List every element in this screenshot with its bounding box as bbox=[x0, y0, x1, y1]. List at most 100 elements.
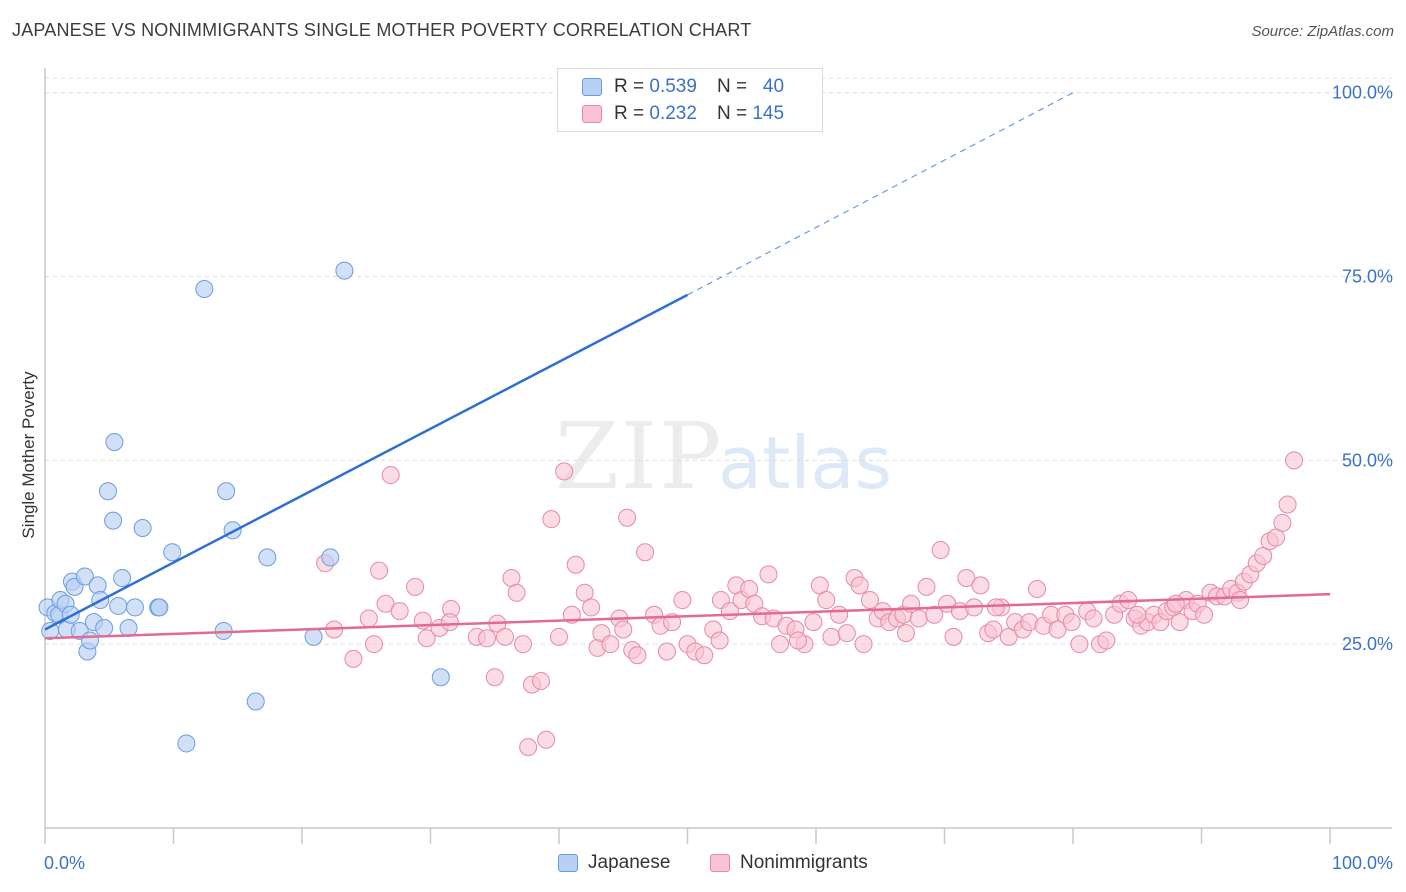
nonimmigrants-point bbox=[759, 565, 778, 584]
japanese-point bbox=[258, 548, 277, 567]
axes bbox=[44, 68, 1392, 844]
nonimmigrants-point bbox=[830, 605, 849, 624]
legend-r-value: 0.232 bbox=[649, 103, 697, 124]
nonimmigrants-point bbox=[925, 605, 944, 624]
nonimmigrants-point bbox=[944, 627, 963, 646]
japanese-swatch bbox=[558, 854, 578, 872]
japanese-point bbox=[75, 567, 94, 586]
nonimmigrants-point bbox=[618, 508, 637, 527]
bottom-legend-japanese-label: Japanese bbox=[588, 852, 671, 873]
japanese-point bbox=[335, 261, 354, 280]
japanese-point bbox=[125, 598, 144, 617]
nonimmigrants-point bbox=[854, 635, 873, 654]
nonimmigrants-point bbox=[496, 627, 515, 646]
y-axis-label: Single Mother Poverty bbox=[19, 371, 38, 539]
japanese-points bbox=[38, 261, 450, 753]
legend-row-japanese: R = 0.539 N = 40 bbox=[582, 75, 784, 99]
nonimmigrants-point bbox=[381, 466, 400, 485]
nonimmigrants-point bbox=[1278, 495, 1297, 514]
japanese-point bbox=[217, 482, 236, 501]
bottom-legend-nonimmigrants-label: Nonimmigrants bbox=[740, 852, 868, 873]
nonimmigrants-point bbox=[1097, 631, 1116, 650]
y-tick-label: 50.0% bbox=[1342, 450, 1393, 470]
nonimmigrants-point bbox=[822, 627, 841, 646]
nonimmigrants-trend-line bbox=[44, 592, 1331, 640]
nonimmigrants-point bbox=[542, 510, 561, 529]
nonimmigrants-point bbox=[931, 541, 950, 560]
nonimmigrants-point bbox=[917, 577, 936, 596]
nonimmigrants-point bbox=[1273, 513, 1292, 532]
nonimmigrants-point bbox=[555, 462, 574, 481]
nonimmigrants-point bbox=[532, 671, 551, 690]
bottom-legend-japanese: Japanese bbox=[558, 852, 670, 874]
nonimmigrants-point bbox=[1231, 591, 1250, 610]
y-tick-label: 75.0% bbox=[1342, 267, 1393, 287]
grid-lines bbox=[45, 77, 1392, 645]
nonimmigrants-point bbox=[1070, 635, 1089, 654]
nonimmigrants-point bbox=[507, 583, 526, 602]
nonimmigrants-point bbox=[344, 649, 363, 668]
japanese-point bbox=[177, 734, 196, 753]
legend-n-value: 145 bbox=[752, 103, 785, 124]
nonimmigrants-points bbox=[316, 451, 1304, 757]
japanese-point bbox=[150, 598, 169, 617]
nonimmigrants-point bbox=[804, 613, 823, 632]
nonimmigrants-point bbox=[601, 635, 620, 654]
nonimmigrants-point bbox=[1170, 613, 1189, 632]
y-tick-label: 25.0% bbox=[1342, 634, 1393, 654]
nonimmigrants-point bbox=[657, 642, 676, 661]
chart-title: JAPANESE VS NONIMMIGRANTS SINGLE MOTHER … bbox=[12, 20, 752, 40]
nonimmigrants-point bbox=[514, 635, 533, 654]
nonimmigrants-point bbox=[628, 646, 647, 665]
japanese-point bbox=[98, 482, 117, 501]
nonimmigrants-point bbox=[376, 594, 395, 613]
japanese-point bbox=[431, 668, 450, 687]
nonimmigrants-point bbox=[1084, 609, 1103, 628]
japanese-swatch bbox=[582, 78, 602, 96]
nonimmigrants-point bbox=[1048, 620, 1067, 639]
nonimmigrants-point bbox=[390, 602, 409, 621]
japanese-point bbox=[113, 569, 132, 587]
japanese-point bbox=[104, 511, 123, 530]
nonimmigrants-point bbox=[636, 543, 655, 562]
nonimmigrants-point bbox=[582, 598, 601, 617]
nonimmigrants-point bbox=[789, 631, 808, 650]
japanese-point bbox=[119, 619, 138, 637]
bottom-legend-nonimmigrants: Nonimmigrants bbox=[710, 852, 868, 874]
nonimmigrants-point bbox=[710, 631, 729, 650]
nonimmigrants-point bbox=[1285, 451, 1304, 470]
trend-lines bbox=[44, 92, 1331, 640]
y-tick-label: 100.0% bbox=[1332, 83, 1393, 103]
japanese-point bbox=[246, 692, 265, 711]
legend-row-nonimmigrants: R = 0.232 N = 145 bbox=[582, 102, 784, 126]
nonimmigrants-point bbox=[860, 591, 879, 610]
nonimmigrants-point bbox=[550, 627, 568, 646]
nonimmigrants-swatch bbox=[582, 105, 602, 123]
japanese-point bbox=[88, 576, 107, 595]
japanese-point bbox=[109, 596, 128, 615]
nonimmigrants-point bbox=[370, 561, 389, 580]
nonimmigrants-point bbox=[771, 635, 790, 654]
legend-r-label: R = bbox=[614, 103, 645, 124]
nonimmigrants-point bbox=[359, 609, 378, 628]
nonimmigrants-point bbox=[1062, 613, 1081, 632]
legend-r-label: R = bbox=[614, 76, 645, 97]
nonimmigrants-point bbox=[1166, 594, 1185, 613]
legend-n-label: N = bbox=[716, 103, 748, 124]
nonimmigrants-point bbox=[1128, 605, 1147, 624]
nonimmigrants-point bbox=[519, 738, 538, 757]
nonimmigrants-point bbox=[1195, 605, 1214, 624]
nonimmigrants-point bbox=[837, 624, 856, 643]
nonimmigrants-point bbox=[695, 646, 714, 665]
nonimmigrants-point bbox=[485, 668, 504, 687]
japanese-point bbox=[195, 280, 214, 299]
x-tick-label: 100.0% bbox=[1332, 853, 1393, 873]
nonimmigrants-point bbox=[440, 613, 459, 632]
japanese-point bbox=[163, 543, 182, 562]
japanese-trend-line bbox=[44, 293, 689, 631]
nonimmigrants-point bbox=[971, 576, 990, 595]
japanese-point bbox=[321, 548, 340, 567]
nonimmigrants-point bbox=[896, 624, 915, 643]
nonimmigrants-point bbox=[986, 598, 1005, 617]
